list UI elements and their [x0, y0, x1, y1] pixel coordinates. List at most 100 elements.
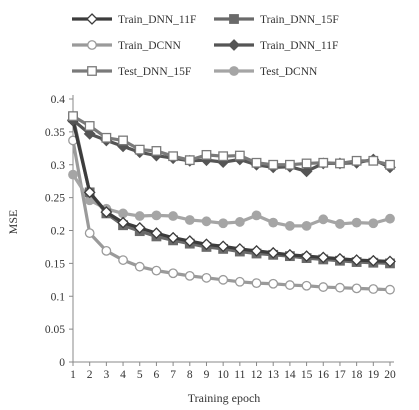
data-point [84, 121, 95, 131]
x-tick-label: 17 [334, 369, 346, 381]
legend-label: Train_DNN_15F [260, 14, 339, 26]
data-point [284, 159, 295, 170]
data-point [268, 159, 279, 170]
x-tick-label: 11 [234, 369, 245, 381]
y-axis-title: MSE [6, 210, 20, 235]
data-point [168, 211, 179, 221]
data-point [318, 157, 329, 168]
data-point [133, 221, 146, 234]
data-point [150, 227, 163, 240]
data-point [118, 208, 128, 219]
x-tick-label: 2 [87, 369, 93, 381]
series-test-dcnn [68, 169, 395, 231]
data-point [68, 169, 78, 180]
legend-marker [229, 66, 239, 76]
data-point [317, 251, 330, 264]
legend-marker [228, 39, 240, 51]
y-tick-label: 0.05 [45, 324, 65, 336]
data-point [350, 254, 363, 267]
data-point [168, 268, 179, 279]
data-point [368, 218, 379, 229]
data-point [385, 213, 395, 224]
data-point [318, 282, 329, 292]
data-point [251, 157, 262, 168]
x-tick-label: 1 [70, 369, 76, 381]
data-point [217, 240, 230, 253]
x-tick-label: 13 [267, 369, 279, 381]
data-point [117, 216, 129, 229]
data-point [267, 246, 280, 259]
data-point [234, 217, 245, 227]
x-tick-label: 14 [284, 369, 296, 381]
x-tick-label: 5 [137, 369, 143, 381]
data-point [168, 151, 179, 162]
data-point [234, 150, 245, 161]
data-point [218, 151, 229, 162]
x-axis-title: Training epoch [188, 391, 261, 405]
series-train-dnn-15f [68, 112, 395, 269]
data-point [234, 276, 245, 287]
legend-label: Train_DNN_11F [118, 14, 196, 26]
data-point [167, 231, 180, 244]
data-point [301, 158, 312, 169]
data-point [118, 255, 128, 265]
x-tick-label: 10 [217, 369, 229, 381]
data-point [151, 265, 162, 276]
legend-label: Test_DNN_15F [118, 66, 191, 78]
x-tick-label: 6 [154, 369, 160, 381]
data-point [201, 149, 212, 160]
x-tick-label: 19 [368, 369, 380, 381]
legend-item: Train_DNN_15F [214, 14, 339, 26]
data-point [134, 144, 145, 155]
x-tick-label: 7 [170, 369, 176, 381]
y-tick-label: 0.4 [51, 94, 66, 106]
data-point [334, 252, 346, 265]
x-tick-label: 15 [301, 369, 313, 381]
legend-marker [87, 40, 97, 50]
data-point [368, 155, 379, 166]
data-point [184, 270, 195, 281]
series-layer [67, 111, 396, 295]
data-point [351, 155, 362, 166]
data-point [335, 219, 345, 229]
data-point [151, 146, 162, 156]
data-point [268, 217, 279, 228]
x-tick-label: 16 [318, 369, 330, 381]
data-point [151, 210, 162, 221]
data-point [101, 132, 112, 143]
data-point [318, 214, 329, 225]
data-point [134, 211, 145, 221]
data-point [201, 272, 212, 283]
x-tick-label: 20 [384, 369, 396, 381]
data-point [384, 255, 396, 268]
data-point [68, 111, 78, 121]
data-point [351, 217, 362, 228]
legend-marker [86, 13, 98, 25]
y-tick-label: 0.1 [51, 291, 66, 303]
data-point [301, 220, 312, 231]
data-point [335, 282, 345, 293]
legend-item: Train_DCNN [72, 40, 182, 52]
data-point [300, 165, 313, 178]
y-tick-label: 0 [59, 357, 65, 369]
x-tick-label: 18 [351, 369, 363, 381]
data-point [200, 238, 213, 251]
legend-label: Train_DNN_11F [260, 40, 338, 52]
data-point [301, 280, 312, 291]
axes: 00.050.10.150.20.250.30.350.41 2 3 4 5 6 7 8 9 10… [45, 94, 396, 381]
x-tick-label: 3 [103, 369, 109, 381]
y-tick-label: 0.25 [45, 193, 65, 205]
legend-label: Train_DCNN [118, 40, 182, 52]
series-train-dnn-11f [67, 114, 396, 178]
data-point [250, 244, 263, 257]
legend-item: Test_DCNN [214, 66, 318, 78]
x-tick-label: 4 [120, 369, 126, 381]
y-tick-label: 0.2 [51, 226, 66, 238]
data-point [184, 215, 195, 225]
x-tick-label: 8 [187, 369, 193, 381]
data-point [368, 284, 379, 294]
data-point [335, 158, 345, 169]
data-point [233, 242, 246, 255]
data-point [101, 245, 112, 256]
